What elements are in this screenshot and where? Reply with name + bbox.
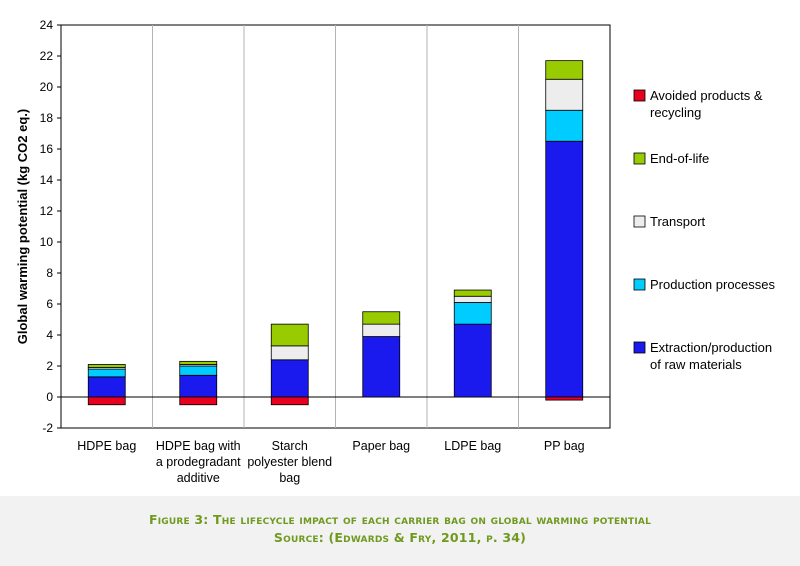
y-tick-label: 2 — [46, 359, 53, 373]
legend-label: End-of-life — [650, 151, 709, 166]
y-tick-label: 16 — [40, 142, 54, 156]
legend-label: Extraction/production — [650, 340, 772, 355]
legend-swatch — [633, 215, 646, 228]
bar-segment — [545, 78, 584, 111]
legend-swatch — [633, 89, 646, 102]
y-tick-label: 20 — [40, 80, 54, 94]
y-tick-label: 8 — [46, 266, 53, 280]
legend-swatch — [633, 278, 646, 291]
bar-segment — [453, 289, 492, 297]
bar-segment — [87, 396, 126, 406]
x-category-label: additive — [177, 471, 220, 485]
legend-label: of raw materials — [650, 357, 742, 372]
bar-segment — [453, 323, 492, 398]
legend-swatch — [633, 152, 646, 165]
y-tick-label: 22 — [40, 49, 54, 63]
bar-segment — [179, 374, 218, 398]
legend-label: Production processes — [650, 277, 776, 292]
y-tick-label: 4 — [46, 328, 53, 342]
x-category-label: HDPE bag with — [156, 439, 241, 453]
bar-segment — [362, 336, 401, 398]
figure-source: Source: (Edwards & Fry, 2011, p. 34) — [273, 530, 527, 545]
y-tick-label: 6 — [46, 297, 53, 311]
y-axis-title: Global warming potential (kg CO2 eq.) — [15, 109, 30, 344]
y-tick-label: 0 — [46, 390, 53, 404]
y-tick-label: 24 — [40, 18, 54, 32]
bar-segment — [270, 359, 309, 398]
x-category-label: Starch — [272, 439, 308, 453]
y-tick-label: -2 — [42, 421, 53, 435]
y-tick-label: 18 — [40, 111, 54, 125]
y-tick-label: 10 — [40, 235, 54, 249]
x-category-label: HDPE bag — [77, 439, 136, 453]
bar-segment — [179, 365, 218, 376]
bar-segment — [270, 345, 309, 361]
bar-segment — [179, 396, 218, 406]
bar-segment — [270, 323, 309, 347]
figure-caption: Figure 3: The lifecycle impact of each c… — [148, 512, 652, 527]
bar-segment — [87, 368, 126, 378]
bar-segment — [362, 311, 401, 325]
bar-segment — [545, 140, 584, 398]
bar-segment — [270, 396, 309, 406]
legend-label: Avoided products & — [650, 88, 763, 103]
bar-segment — [87, 376, 126, 398]
bar-segment — [545, 109, 584, 142]
x-category-label: LDPE bag — [444, 439, 501, 453]
x-category-label: Paper bag — [352, 439, 410, 453]
x-category-label: bag — [279, 471, 300, 485]
bar-segment — [87, 364, 126, 368]
x-category-label: PP bag — [544, 439, 585, 453]
x-category-label: polyester blend — [247, 455, 332, 469]
bar-segment — [453, 295, 492, 303]
legend-swatch — [633, 341, 646, 354]
bar-segment — [453, 302, 492, 325]
bar-segment — [362, 323, 401, 337]
y-tick-label: 14 — [40, 173, 54, 187]
bar-segment — [179, 360, 218, 365]
bar-segment — [545, 60, 584, 80]
y-tick-label: 12 — [40, 204, 54, 218]
x-category-label: a prodegradant — [156, 455, 241, 469]
chart-panel: -2 0 2 4 6 8 10 12 14 16 18 20 22 24 Global warming po… — [0, 0, 800, 496]
legend-label: Transport — [650, 214, 706, 229]
legend-label: recycling — [650, 105, 701, 120]
bar-segment — [545, 396, 584, 401]
